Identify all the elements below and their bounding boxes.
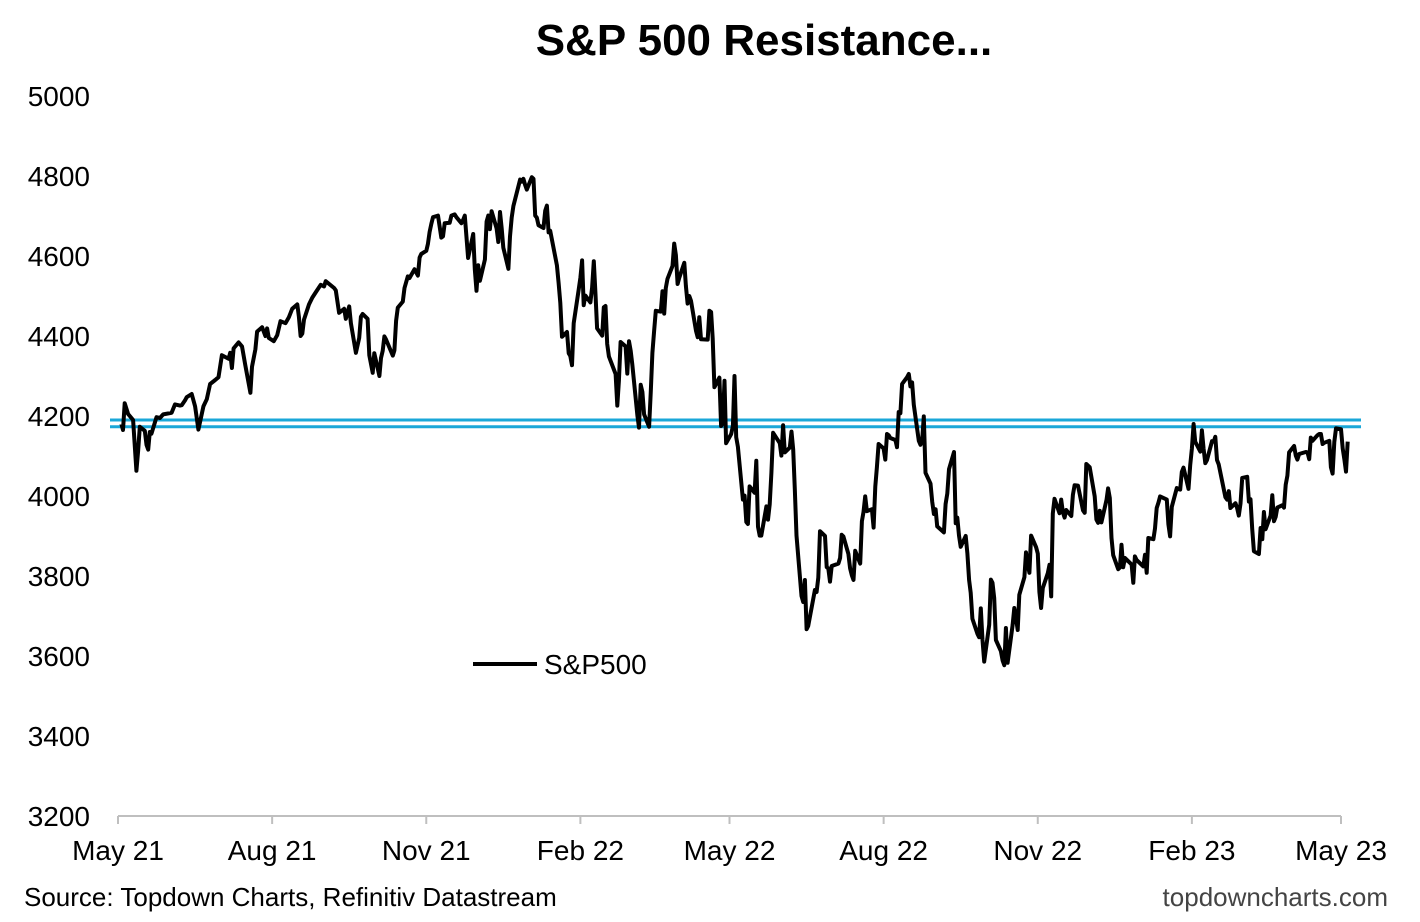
y-axis: 3200 3400 3600 3800 4000 4200 4400 4600 4800 5000 — [28, 81, 90, 832]
y-tick-label: 4000 — [28, 481, 90, 512]
y-tick-label: 4400 — [28, 321, 90, 352]
source-text: Source: Topdown Charts, Refinitiv Datast… — [24, 882, 557, 912]
series-line-sp500 — [119, 175, 1350, 668]
y-tick-label: 3400 — [28, 721, 90, 752]
chart-title: S&P 500 Resistance... — [536, 16, 993, 65]
x-tick-label: Feb 22 — [537, 835, 624, 866]
x-tick-label: Nov 21 — [382, 835, 471, 866]
y-tick-label: 3800 — [28, 561, 90, 592]
x-tick-label: May 21 — [72, 835, 164, 866]
y-tick-label: 5000 — [28, 81, 90, 112]
credit-text: topdowncharts.com — [1163, 882, 1388, 912]
legend-label: S&P500 — [544, 649, 647, 680]
x-tick-label: May 22 — [684, 835, 776, 866]
x-tick-label: Nov 22 — [993, 835, 1082, 866]
y-tick-label: 4800 — [28, 161, 90, 192]
x-tick-label: Aug 22 — [839, 835, 928, 866]
y-tick-label: 3200 — [28, 801, 90, 832]
y-tick-label: 4600 — [28, 241, 90, 272]
x-tick-label: Feb 23 — [1148, 835, 1235, 866]
legend: S&P500 — [473, 649, 647, 680]
x-axis: May 21 Aug 21 Nov 21 Feb 22 May 22 Aug 22 Nov … — [72, 815, 1387, 866]
x-tick-label: Aug 21 — [228, 835, 317, 866]
y-tick-label: 4200 — [28, 401, 90, 432]
y-tick-label: 3600 — [28, 641, 90, 672]
x-tick-label: May 23 — [1295, 835, 1387, 866]
series-group — [119, 175, 1350, 668]
